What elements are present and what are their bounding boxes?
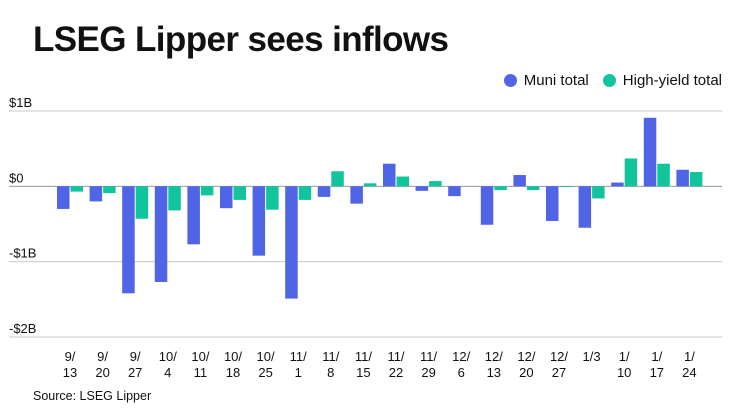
- x-tick-label: 12/27: [550, 349, 568, 380]
- bar-high-yield: [429, 181, 442, 186]
- x-tick-label: 11/29: [420, 349, 437, 380]
- bar-high-yield: [201, 186, 214, 195]
- bar-muni: [644, 118, 657, 187]
- x-tick-label: 9/13: [63, 349, 77, 380]
- bar-muni: [546, 186, 559, 221]
- x-tick-label: 1/3: [583, 349, 601, 364]
- bar-muni: [253, 186, 266, 255]
- bar-muni: [383, 164, 396, 187]
- bar-high-yield: [592, 186, 605, 198]
- bar-high-yield: [103, 186, 116, 193]
- bar-high-yield: [625, 158, 638, 186]
- bar-high-yield: [364, 183, 377, 186]
- x-tick-label: 10/4: [159, 349, 177, 380]
- x-tick-label: 11/8: [322, 349, 339, 380]
- x-tick-label: 10/11: [191, 349, 209, 380]
- bar-high-yield: [397, 177, 410, 187]
- x-tick-label: 10/25: [257, 349, 275, 380]
- bar-muni: [187, 186, 200, 244]
- x-tick-label: 11/1: [290, 349, 307, 380]
- bar-high-yield: [560, 186, 573, 187]
- bar-chart: $1B $0 -$1B -$2B 9/13 9/20 9/27 10/4 10/11 10/18 1…: [0, 0, 740, 416]
- bar-muni: [579, 186, 592, 227]
- x-tick-label: 12/13: [485, 349, 503, 380]
- bar-muni: [318, 186, 331, 197]
- bar-muni: [481, 186, 494, 224]
- x-tick-label: 9/20: [95, 349, 109, 380]
- x-tick-label: 1/24: [682, 349, 696, 380]
- bar-muni: [122, 186, 135, 293]
- bar-high-yield: [331, 171, 344, 186]
- bar-muni: [155, 186, 168, 282]
- bar-high-yield: [71, 186, 84, 191]
- source-note: Source: LSEG Lipper: [33, 389, 151, 403]
- bar-muni: [416, 186, 429, 191]
- bar-muni: [676, 170, 689, 187]
- bar-muni: [57, 186, 70, 209]
- bar-muni: [513, 175, 526, 186]
- y-tick-label: -$1B: [9, 246, 36, 261]
- bar-muni: [220, 186, 233, 208]
- bar-muni: [285, 186, 298, 298]
- x-tick-label: 11/15: [355, 349, 372, 380]
- x-tick-label: 10/18: [224, 349, 242, 380]
- bar-muni: [90, 186, 103, 201]
- bar-high-yield: [527, 186, 540, 190]
- x-tick-label: 1/17: [650, 349, 664, 380]
- bar-muni: [448, 186, 461, 196]
- x-tick-label: 12/6: [452, 349, 470, 380]
- bar-high-yield: [690, 172, 703, 186]
- x-tick-label: 9/27: [128, 349, 142, 380]
- y-tick-label: -$2B: [9, 321, 36, 336]
- x-tick-label: 11/22: [387, 349, 404, 380]
- bar-high-yield: [234, 186, 247, 200]
- bar-high-yield: [657, 164, 670, 187]
- bar-high-yield: [494, 186, 507, 190]
- bar-high-yield: [168, 186, 181, 210]
- bar-muni: [350, 186, 363, 203]
- bar-high-yield: [266, 186, 279, 209]
- y-tick-label: $1B: [9, 95, 32, 110]
- x-tick-label: 12/20: [517, 349, 535, 380]
- y-tick-label: $0: [9, 170, 23, 185]
- bar-high-yield: [136, 186, 149, 218]
- bar-muni: [611, 183, 624, 187]
- bar-high-yield: [299, 186, 312, 200]
- x-tick-label: 1/10: [617, 349, 631, 380]
